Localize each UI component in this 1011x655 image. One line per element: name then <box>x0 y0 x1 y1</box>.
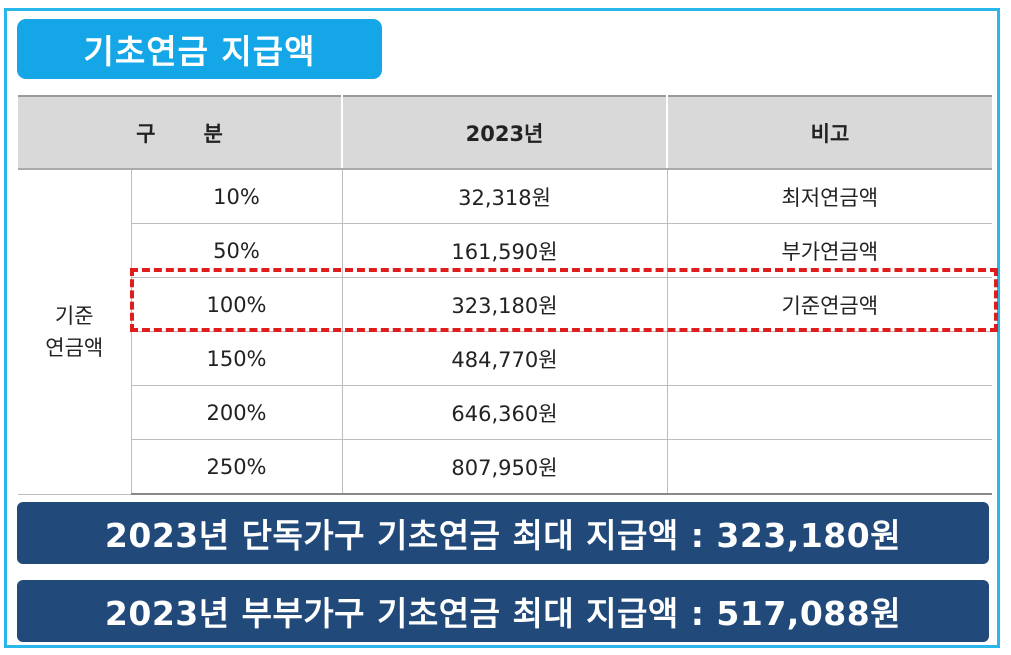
summary-single-household: 2023년 단독가구 기초연금 최대 지급액 : 323,180원 <box>17 502 989 564</box>
table-row-highlighted: 100% 323,180원 기준연금액 <box>18 277 992 332</box>
row-amount: 646,360원 <box>341 385 667 440</box>
row-amount: 484,770원 <box>341 331 667 386</box>
row-note: 최저연금액 <box>666 169 992 224</box>
row-percent: 10% <box>130 169 342 224</box>
row-percent: 100% <box>130 277 342 332</box>
table-row: 50% 161,590원 부가연금액 <box>18 223 992 278</box>
row-amount: 323,180원 <box>341 277 667 332</box>
table-row: 200% 646,360원 <box>18 385 992 440</box>
row-note <box>666 331 992 386</box>
row-amount: 161,590원 <box>341 223 667 278</box>
table-row: 150% 484,770원 <box>18 331 992 386</box>
row-note: 기준연금액 <box>666 277 992 332</box>
header-note: 비고 <box>666 95 992 170</box>
row-amount: 807,950원 <box>341 439 667 495</box>
row-percent: 150% <box>130 331 342 386</box>
row-percent: 50% <box>130 223 342 278</box>
row-percent: 250% <box>130 439 342 495</box>
row-note: 부가연금액 <box>666 223 992 278</box>
header-category-char-2: 분 <box>203 121 223 146</box>
group-label-line-2: 연금액 <box>45 335 104 360</box>
row-note <box>666 385 992 440</box>
group-label-line-1: 기준 <box>54 303 94 328</box>
row-amount: 32,318원 <box>341 169 667 224</box>
page-title: 기초연금 지급액 <box>17 19 382 79</box>
header-year: 2023년 <box>341 95 668 170</box>
table-row: 기준 연금액 10% 32,318원 최저연금액 <box>18 169 992 495</box>
row-percent: 200% <box>130 385 342 440</box>
header-category-char-1: 구 <box>136 121 156 146</box>
group-label: 기준 연금액 <box>18 169 131 495</box>
row-note <box>666 439 992 495</box>
summary-couple-household: 2023년 부부가구 기초연금 최대 지급액 : 517,088원 <box>17 580 989 642</box>
table-row: 250% 807,950원 <box>18 439 992 495</box>
